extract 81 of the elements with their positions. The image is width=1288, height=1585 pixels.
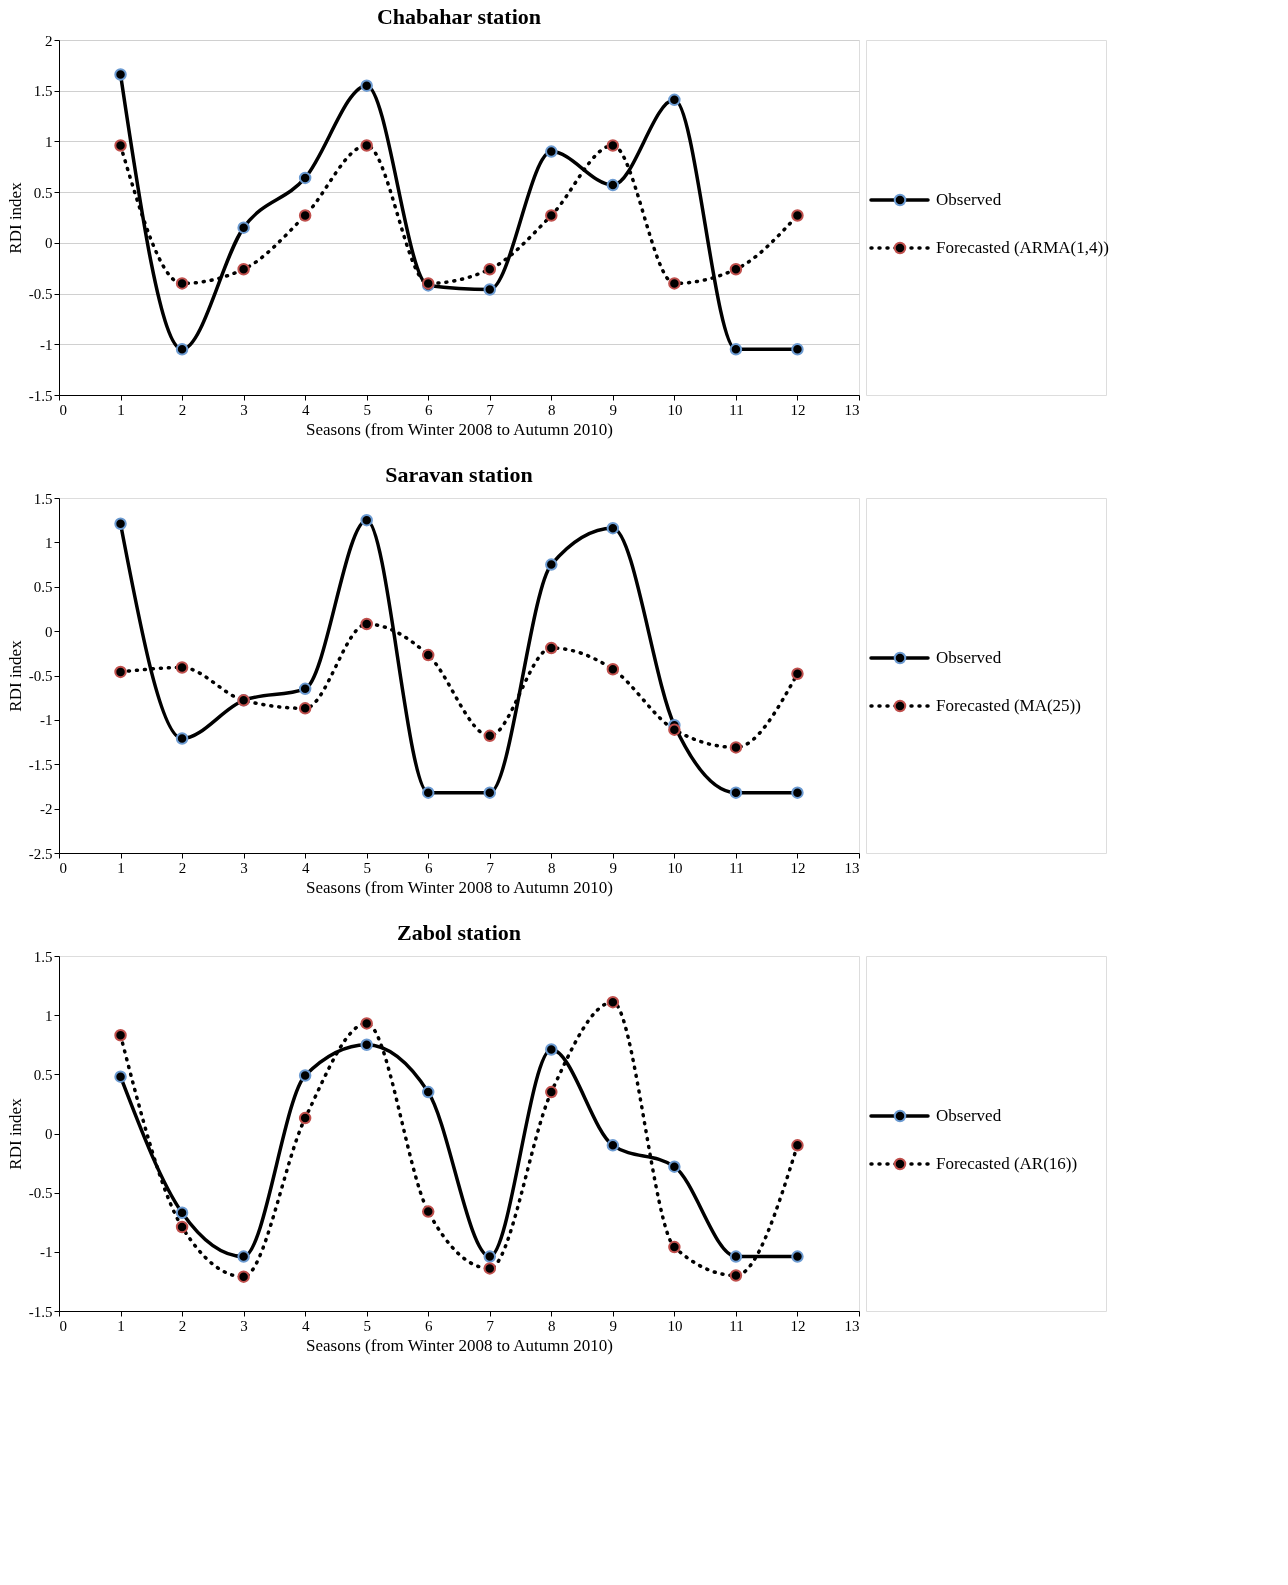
x-tick-label: 6: [424, 859, 433, 876]
x-tick-label: 9: [609, 859, 618, 876]
x-tick-label: 1: [117, 1317, 125, 1334]
legend-label: Observed: [936, 190, 1002, 209]
x-tick-label: 8: [548, 401, 556, 418]
y-tick-label: 1: [45, 133, 53, 150]
y-tick-label: 2: [45, 32, 53, 49]
y-tick-label: 0: [45, 623, 53, 640]
x-tick-label: 7: [486, 401, 495, 418]
x-tick-label: 4: [301, 859, 310, 876]
x-tick-label: 8: [548, 859, 556, 876]
x-tick-label: 1: [117, 401, 125, 418]
x-axis-title: Seasons (from Winter 2008 to Autumn 2010): [306, 1335, 613, 1355]
y-axis-title: RDI index: [5, 639, 25, 712]
x-tick-label: 13: [844, 1317, 860, 1334]
x-tick-label: 0: [59, 401, 67, 418]
y-tick-label: -1.5: [28, 1303, 53, 1320]
x-tick-label: 3: [240, 401, 248, 418]
legend-label: Forecasted (AR(16)): [936, 1154, 1078, 1173]
x-tick-label: 2: [178, 401, 187, 418]
chart-title: Chabahar station: [376, 4, 542, 29]
x-axis-title: Seasons (from Winter 2008 to Autumn 2010): [306, 877, 613, 897]
x-tick-label: 10: [667, 1317, 683, 1334]
x-tick-label: 7: [486, 859, 495, 876]
x-tick-label: 11: [729, 1317, 744, 1334]
x-tick-label: 0: [59, 859, 67, 876]
x-tick-label: 2: [178, 1317, 187, 1334]
x-tick-label: 5: [363, 1317, 371, 1334]
x-tick-label: 3: [240, 859, 248, 876]
chart-title: Saravan station: [385, 462, 533, 487]
y-tick-label: 1: [45, 534, 53, 551]
x-tick-label: 11: [729, 401, 744, 418]
y-tick-label: -0.5: [28, 1185, 53, 1202]
x-tick-label: 13: [844, 401, 860, 418]
y-tick-label: 0.5: [33, 1066, 53, 1083]
x-tick-label: 12: [790, 859, 806, 876]
x-tick-label: 3: [240, 1317, 248, 1334]
y-tick-label: 0: [45, 1126, 53, 1142]
y-tick-label: -0.5: [28, 286, 53, 303]
y-tick-label: -2.5: [28, 845, 53, 862]
x-tick-label: 7: [486, 1317, 495, 1334]
x-tick-label: 6: [424, 1317, 433, 1334]
legend-label: Observed: [936, 648, 1002, 667]
x-tick-label: 6: [424, 401, 433, 418]
x-tick-label: 9: [609, 401, 618, 418]
legend-label: Forecasted (MA(25)): [936, 696, 1081, 715]
x-tick-label: 2: [178, 859, 187, 876]
y-axis-title: RDI index: [5, 1097, 25, 1170]
y-axis-title: RDI index: [5, 181, 25, 254]
x-axis-title: Seasons (from Winter 2008 to Autumn 2010): [306, 419, 613, 439]
x-tick-label: 5: [363, 859, 371, 876]
legend-label: Observed: [936, 1106, 1002, 1125]
x-tick-label: 12: [790, 1317, 806, 1334]
x-tick-label: 0: [59, 1317, 67, 1334]
x-tick-label: 10: [667, 401, 683, 418]
y-tick-label: -1: [40, 1244, 53, 1261]
y-tick-label: 0: [45, 235, 53, 252]
chart-title: Zabol station: [396, 920, 522, 945]
x-tick-label: 10: [667, 859, 683, 876]
y-tick-label: 0.5: [33, 184, 53, 201]
legend-label: Forecasted (ARMA(1,4)): [936, 238, 1109, 257]
y-tick-label: -1: [40, 712, 53, 729]
x-tick-label: 13: [844, 859, 860, 876]
y-tick-label: 0.5: [33, 579, 53, 596]
x-tick-label: 1: [117, 859, 125, 876]
x-tick-label: 12: [790, 401, 806, 418]
x-tick-label: 5: [363, 401, 371, 418]
x-tick-label: 4: [301, 401, 310, 418]
y-tick-label: -0.5: [28, 668, 53, 684]
y-tick-label: 1.5: [33, 490, 53, 507]
x-tick-label: 4: [301, 1317, 310, 1334]
y-tick-label: -1.5: [28, 387, 53, 404]
y-tick-label: -1: [40, 336, 53, 353]
x-tick-label: 8: [548, 1317, 556, 1334]
y-tick-label: -2: [40, 801, 53, 818]
x-tick-label: 9: [609, 1317, 618, 1334]
y-tick-label: -1.5: [28, 756, 53, 773]
x-tick-label: 11: [729, 859, 744, 876]
y-tick-label: 1: [45, 1007, 53, 1024]
y-tick-label: 1.5: [33, 83, 53, 100]
y-tick-label: 1.5: [33, 948, 53, 965]
